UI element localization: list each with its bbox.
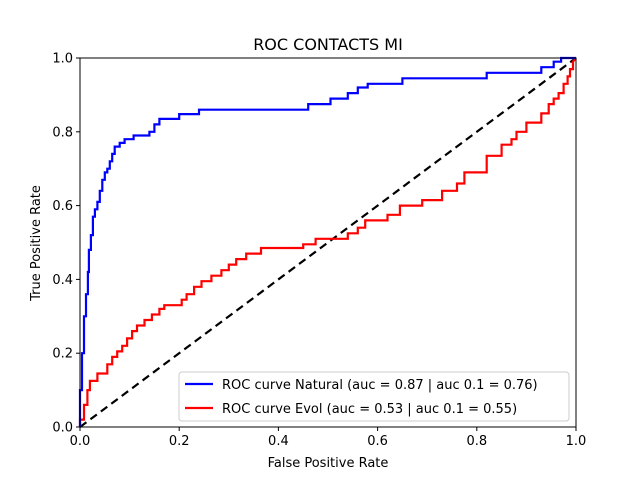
legend-entry: ROC curve Evol (auc = 0.53 | auc 0.1 = 0… xyxy=(222,402,517,417)
y-tick-label: 1.0 xyxy=(52,52,73,67)
y-tick-label: 0.2 xyxy=(52,347,73,362)
axis-ticks: 0.0 0.2 0.4 0.6 0.8 1.0 0.0 0.2 0.4 0.6 0.8 1.0 xyxy=(52,52,586,450)
x-tick-label: 0.6 xyxy=(367,434,388,449)
y-tick-label: 0.8 xyxy=(52,125,73,140)
plot-area xyxy=(78,56,577,428)
series-line-0 xyxy=(78,56,576,427)
series-line-1 xyxy=(78,57,577,427)
x-tick-label: 0.2 xyxy=(169,434,190,449)
x-axis-label: False Positive Rate xyxy=(268,456,389,471)
legend: ROC curve Natural (auc = 0.87 | auc 0.1 … xyxy=(178,371,570,422)
x-tick-label: 0.8 xyxy=(466,434,487,449)
y-tick-label: 0.4 xyxy=(52,273,73,288)
axes-frame xyxy=(79,57,577,428)
y-tick-label: 0.0 xyxy=(52,421,73,436)
y-tick-label: 0.6 xyxy=(52,199,73,214)
x-tick-label: 0.4 xyxy=(268,434,289,449)
y-axis-label: True Positive Rate xyxy=(29,185,44,302)
legend-box xyxy=(178,371,570,422)
chart-title: ROC CONTACTS MI xyxy=(253,35,403,54)
legend-entry: ROC curve Natural (auc = 0.87 | auc 0.1 … xyxy=(222,378,538,393)
x-tick-label: 1.0 xyxy=(566,434,587,449)
x-tick-label: 0.0 xyxy=(70,434,91,449)
